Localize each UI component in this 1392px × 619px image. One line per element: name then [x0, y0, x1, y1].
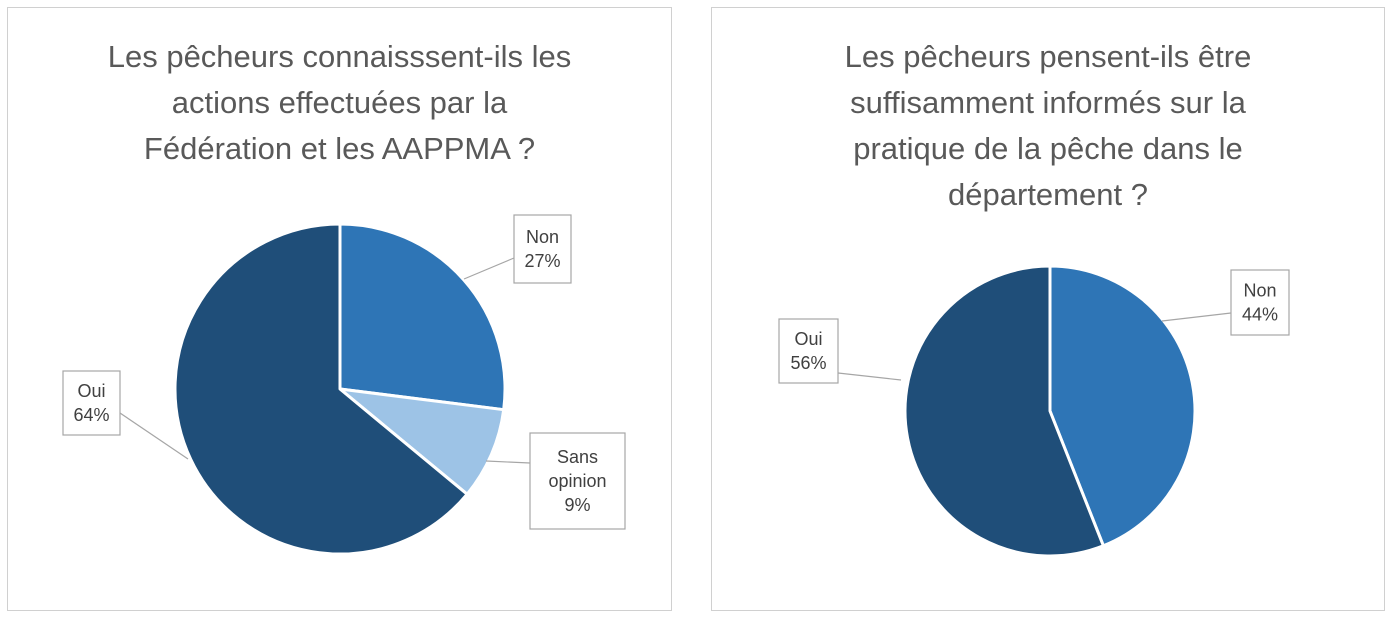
- pie-slice: [1048, 264, 1197, 548]
- leader-line: [1161, 312, 1232, 322]
- chart-title-line: Les pêcheurs pensent-ils être: [844, 39, 1252, 74]
- data-label-box: [778, 318, 839, 384]
- data-label-category: Sans: [557, 447, 598, 467]
- data-label-category: opinion: [548, 471, 606, 491]
- pie-chart: Non 27% Sans opinion 9% Oui 64%: [62, 214, 626, 556]
- chart-panel-connaissance: Les pêcheurs connaisssent-ils les action…: [7, 7, 672, 611]
- data-label-value: 27%: [524, 251, 560, 271]
- pie-slice: [338, 222, 507, 412]
- data-label-box: [62, 370, 121, 436]
- data-label-category: Non: [526, 227, 559, 247]
- chart-title-line: pratique de la pêche dans le: [853, 131, 1243, 166]
- pie-slice: [903, 264, 1105, 558]
- data-label-value: 56%: [790, 353, 826, 373]
- chart-panel-information: Les pêcheurs pensent-ils être suffisamme…: [711, 7, 1385, 611]
- leader-line: [463, 257, 515, 280]
- leader-line: [837, 372, 902, 381]
- pie-chart: Non 44% Oui 56%: [778, 264, 1290, 558]
- chart-title: Les pêcheurs connaisssent-ils les action…: [8, 34, 671, 172]
- data-label-value: 64%: [73, 405, 109, 425]
- chart-title-line: département ?: [948, 177, 1148, 212]
- chart-title: Les pêcheurs pensent-ils être suffisamme…: [712, 34, 1384, 218]
- chart-title-line: Les pêcheurs connaisssent-ils les: [107, 39, 572, 74]
- data-label-category: Oui: [77, 381, 105, 401]
- data-label-box: [529, 432, 626, 530]
- chart-title-line: Fédération et les AAPPMA ?: [143, 131, 536, 166]
- data-label-category: Non: [1243, 281, 1276, 301]
- data-label-box: [1230, 269, 1290, 336]
- data-label-box: [513, 214, 572, 284]
- leader-line: [485, 460, 531, 464]
- chart-title-line: suffisamment informés sur la: [850, 85, 1246, 120]
- data-label-value: 44%: [1242, 305, 1278, 325]
- pie-slice: [338, 387, 506, 496]
- leader-line: [119, 412, 189, 460]
- pie-slice: [173, 222, 469, 556]
- data-label-value: 9%: [564, 495, 590, 515]
- chart-title-line: actions effectuées par la: [171, 85, 508, 120]
- data-label-category: Oui: [794, 329, 822, 349]
